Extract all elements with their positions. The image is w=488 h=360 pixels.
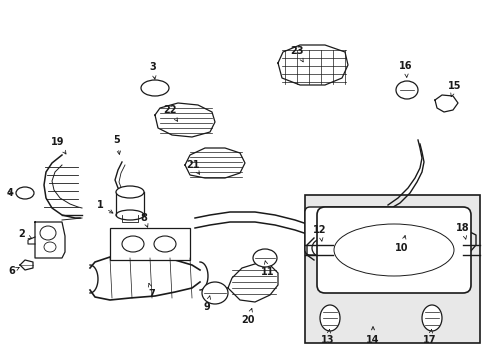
Text: 6: 6: [9, 266, 19, 276]
Text: 1: 1: [97, 200, 113, 213]
Text: 9: 9: [203, 296, 210, 312]
Polygon shape: [227, 263, 278, 302]
Text: 5: 5: [113, 135, 120, 154]
Text: 12: 12: [313, 225, 326, 241]
Text: 2: 2: [19, 229, 32, 239]
Polygon shape: [434, 95, 457, 112]
Text: 17: 17: [423, 329, 436, 345]
FancyBboxPatch shape: [305, 207, 394, 255]
Text: 7: 7: [148, 283, 155, 299]
Ellipse shape: [202, 282, 227, 304]
Bar: [110, 228, 190, 260]
Text: 4: 4: [7, 188, 13, 198]
Text: 11: 11: [261, 261, 274, 277]
Ellipse shape: [319, 305, 339, 331]
Ellipse shape: [311, 239, 331, 257]
Text: 14: 14: [366, 327, 379, 345]
Text: 10: 10: [394, 235, 408, 253]
Text: 18: 18: [455, 223, 469, 239]
Bar: [305, 195, 479, 343]
Polygon shape: [184, 148, 244, 178]
Text: 21: 21: [186, 160, 199, 174]
Ellipse shape: [252, 249, 276, 267]
Polygon shape: [389, 215, 414, 232]
Text: 15: 15: [447, 81, 461, 97]
Ellipse shape: [421, 305, 441, 331]
Text: 16: 16: [398, 61, 412, 77]
Text: 20: 20: [241, 309, 254, 325]
Text: 3: 3: [149, 62, 156, 79]
Ellipse shape: [395, 81, 417, 99]
Polygon shape: [155, 103, 215, 137]
Text: 8: 8: [140, 213, 148, 227]
FancyBboxPatch shape: [316, 207, 470, 293]
Text: 13: 13: [321, 329, 334, 345]
Ellipse shape: [116, 186, 143, 198]
Text: 22: 22: [163, 105, 177, 121]
Polygon shape: [278, 45, 347, 85]
Text: 23: 23: [290, 46, 303, 62]
Polygon shape: [35, 222, 65, 258]
Text: 19: 19: [51, 137, 66, 154]
Polygon shape: [20, 260, 33, 270]
